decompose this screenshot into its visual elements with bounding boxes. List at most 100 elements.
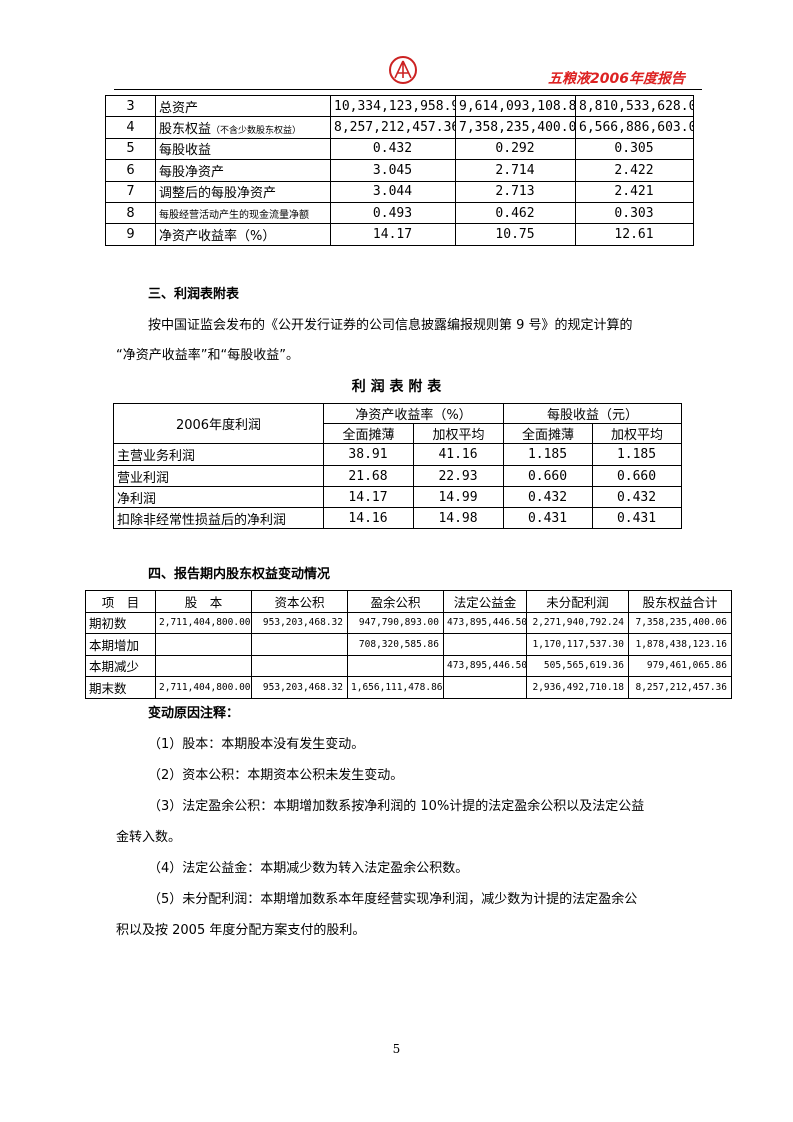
- value-cell: [251, 633, 348, 656]
- section3-para-1: 按中国证监会发布的《公开发行证券的公司信息披露编报规则第 9 号》的规定计算的: [148, 318, 633, 333]
- item-label: 总资产: [155, 94, 331, 118]
- value-cell: 0.660: [503, 465, 594, 487]
- column-header: 盈余公积: [347, 590, 444, 613]
- table-row: 9 净资产收益率（%） 14.17 10.75 12.61: [105, 223, 694, 246]
- table-row: 5 每股收益 0.432 0.292 0.305: [105, 137, 694, 161]
- column-header: 股东权益合计: [628, 590, 732, 613]
- value-cell: 8,257,212,457.36: [628, 676, 732, 699]
- value-cell: 2.714: [455, 159, 576, 182]
- value-cell: 2,936,492,710.18: [526, 676, 629, 699]
- value-cell: 0.432: [592, 486, 683, 508]
- value-cell: 21.68: [323, 465, 414, 487]
- item-name: 总资产: [159, 100, 199, 116]
- value-cell: 1.185: [503, 443, 594, 466]
- value-cell: 1,170,117,537.30: [526, 633, 629, 656]
- value-cell: 953,203,468.32: [251, 676, 348, 699]
- row-label: 扣除非经常性损益后的净利润: [113, 507, 324, 529]
- value-cell: 0.432: [503, 486, 594, 508]
- value-cell: 2,711,404,800.00: [155, 676, 252, 699]
- value-cell: 10,334,123,958.97: [330, 94, 456, 118]
- header-rule: [114, 89, 702, 90]
- row-index: 8: [105, 201, 156, 225]
- section3-para-2: “净资产收益率”和“每股收益”。: [116, 348, 299, 363]
- table-row: 7 调整后的每股净资产 3.044 2.713 2.421: [105, 180, 694, 203]
- value-cell: 0.462: [455, 201, 576, 225]
- table-row: 6 每股净资产 3.045 2.714 2.422: [105, 159, 694, 182]
- row-index: 5: [105, 137, 156, 161]
- value-cell: [443, 676, 527, 699]
- row-label: 营业利润: [113, 465, 324, 487]
- section4-heading: 四、报告期内股东权益变动情况: [148, 567, 331, 582]
- note-2: （2）资本公积：本期资本公积未发生变动。: [148, 768, 404, 783]
- item-label: 股东权益（不含少数股东权益）: [155, 116, 331, 139]
- value-cell: 0.303: [575, 201, 694, 225]
- value-cell: 0.660: [592, 465, 683, 487]
- sub-header: 全面摊薄: [323, 423, 414, 444]
- value-cell: 9,614,093,108.86: [455, 94, 576, 118]
- note-5-cont: 积以及按 2005 年度分配方案支付的股利。: [116, 923, 366, 938]
- brand-name: 五粮液: [548, 71, 590, 87]
- column-header: 股 本: [155, 590, 252, 613]
- value-cell: 505,565,619.36: [526, 654, 629, 677]
- value-cell: 14.98: [412, 507, 505, 529]
- table-row: 本期增加 708,320,585.86 1,170,117,537.30 1,878,…: [85, 633, 732, 656]
- row-label: 本期减少: [85, 654, 156, 677]
- financial-indicators-table: 3 总资产 10,334,123,958.97 9,614,093,108.86 8,8…: [105, 94, 694, 246]
- value-cell: 14.17: [330, 223, 456, 246]
- roe-header: 净资产收益率（%）: [322, 403, 505, 424]
- row-index: 9: [105, 223, 156, 246]
- table-row: 净利润 14.17 14.99 0.432 0.432: [113, 486, 683, 508]
- value-cell: 2,271,940,792.24: [526, 611, 629, 634]
- value-cell: 979,461,065.86: [628, 654, 732, 677]
- table-row: 本期减少 473,895,446.50 505,565,619.36 979,461,…: [85, 654, 732, 677]
- item-name: 调整后的每股净资产: [159, 186, 277, 202]
- logo: [389, 56, 417, 84]
- value-cell: 8,257,212,457.36: [330, 116, 456, 139]
- section3-heading: 三、利润表附表: [148, 287, 240, 302]
- row-label: 主营业务利润: [113, 443, 324, 466]
- eps-header: 每股收益（元）: [503, 403, 683, 424]
- value-cell: 0.432: [330, 137, 456, 161]
- item-name: 股东权益: [159, 122, 212, 138]
- value-cell: 41.16: [412, 443, 505, 466]
- value-cell: 14.99: [412, 486, 505, 508]
- value-cell: 1.185: [592, 443, 683, 466]
- value-cell: [347, 654, 444, 677]
- table-row: 4 股东权益（不含少数股东权益） 8,257,212,457.36 7,358,235…: [105, 116, 694, 139]
- value-cell: 947,790,893.00: [347, 611, 444, 634]
- note-4: （4）法定公益金：本期减少数为转入法定盈余公积数。: [148, 861, 469, 876]
- corner-header: 2006年度利润: [113, 403, 324, 444]
- row-index: 6: [105, 159, 156, 182]
- value-cell: 708,320,585.86: [347, 633, 444, 656]
- table-row: 主营业务利润 38.91 41.16 1.185 1.185: [113, 443, 683, 466]
- value-cell: [443, 633, 527, 656]
- item-note: （不含少数股东权益）: [211, 126, 302, 137]
- value-cell: [155, 654, 252, 677]
- item-label: 每股净资产: [155, 159, 331, 182]
- row-index: 7: [105, 180, 156, 203]
- value-cell: 0.431: [503, 507, 594, 529]
- item-label: 调整后的每股净资产: [155, 180, 331, 203]
- row-label: 本期增加: [85, 633, 156, 656]
- column-header: 法定公益金: [443, 590, 527, 613]
- item-name: 每股净资产: [159, 164, 225, 180]
- value-cell: 14.17: [323, 486, 414, 508]
- item-name: 净资产收益率（%）: [159, 229, 276, 245]
- column-header: 资本公积: [251, 590, 348, 613]
- column-header: 项 目: [85, 590, 156, 613]
- item-name: 每股经营活动产生的现金流量净额: [159, 209, 309, 221]
- value-cell: 2.713: [455, 180, 576, 203]
- row-index: 4: [105, 116, 156, 139]
- notes-heading: 变动原因注释：: [148, 706, 240, 721]
- item-name: 每股收益: [159, 143, 212, 159]
- item-label: 净资产收益率（%）: [155, 223, 331, 246]
- value-cell: 2.422: [575, 159, 694, 182]
- logo-icon: [394, 60, 412, 79]
- note-5: （5）未分配利润：本期增加数系本年度经营实现净利润，减少数为计提的法定盈余公: [148, 892, 638, 907]
- column-header: 未分配利润: [526, 590, 629, 613]
- note-1: （1）股本：本期股本没有发生变动。: [148, 737, 365, 752]
- table-row: 3 总资产 10,334,123,958.97 9,614,093,108.86 8,8…: [105, 94, 694, 118]
- header-row: 项 目股 本资本公积 盈余公积 法定公益金 未分配利润 股东权益合计: [85, 590, 732, 613]
- value-cell: 2,711,404,800.00: [155, 611, 252, 634]
- table-row: 期初数 2,711,404,800.00 953,203,468.32 947,790…: [85, 611, 732, 634]
